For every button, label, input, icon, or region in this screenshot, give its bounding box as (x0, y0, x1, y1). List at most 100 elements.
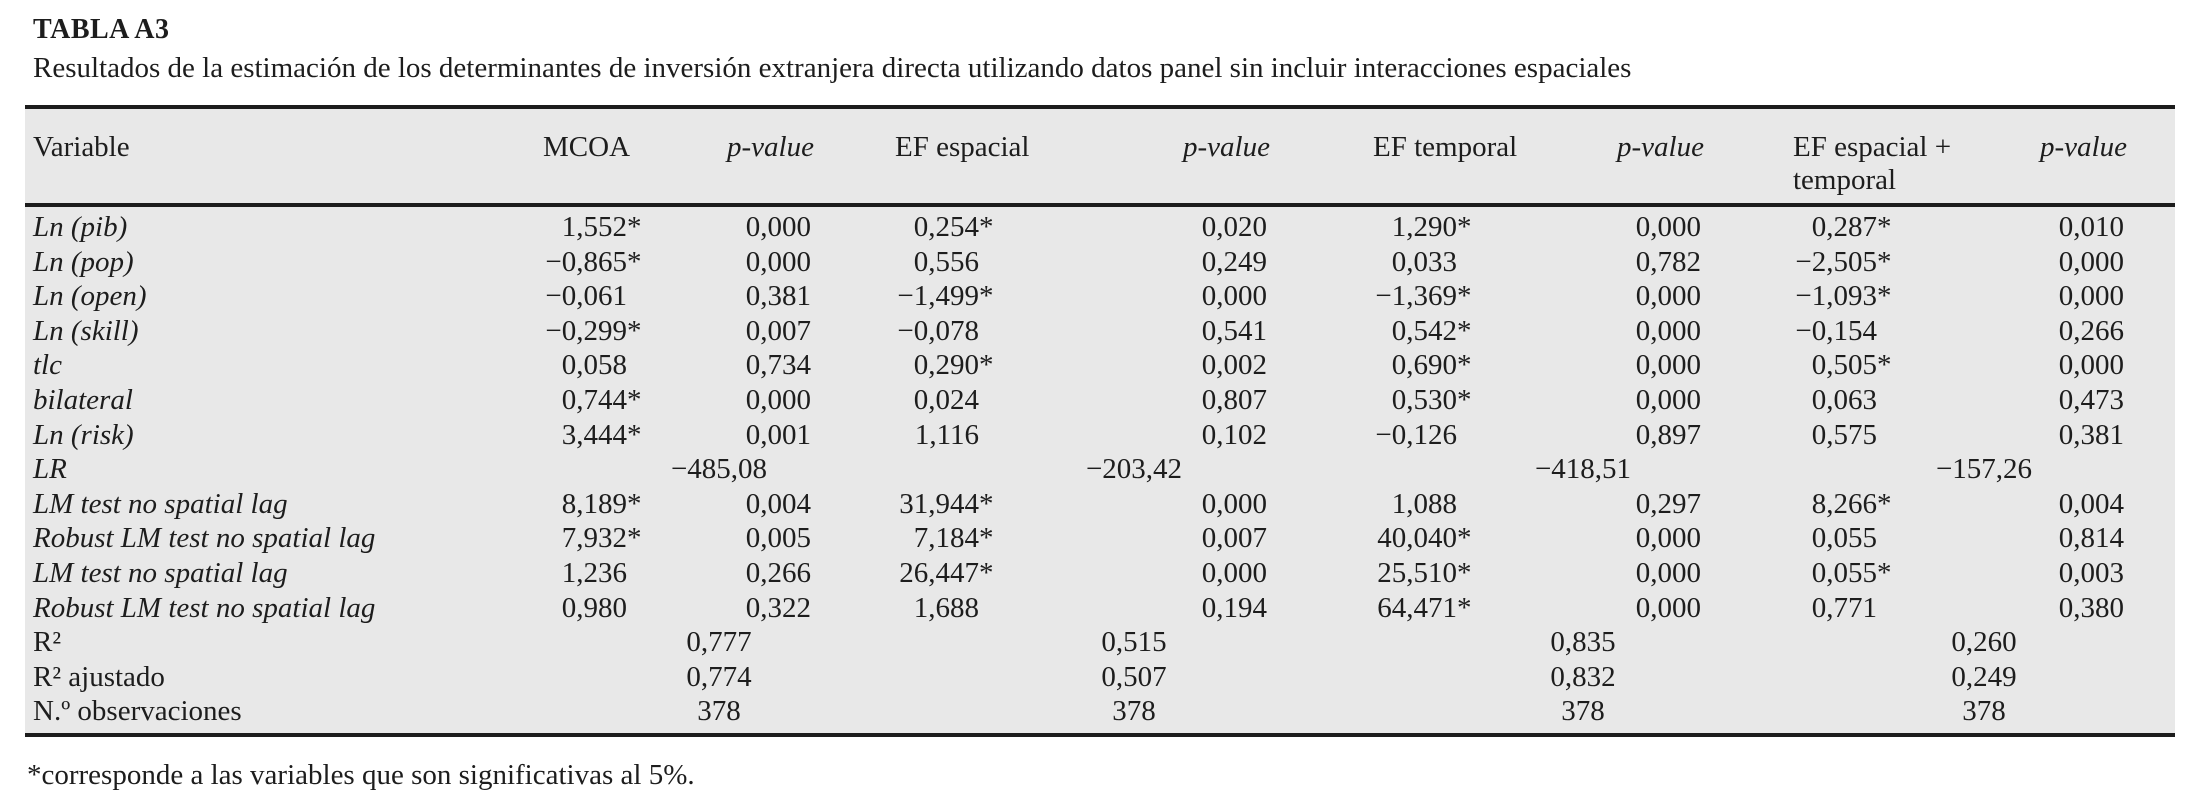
value-cell: 0,020 (1201, 211, 1267, 243)
value-cell: 64,471* (1377, 591, 1472, 624)
value-cell: 0,541 (1201, 314, 1267, 347)
value-cell: 0,055* (1811, 556, 1892, 589)
value-cell: 0,000 (1635, 591, 1701, 624)
value-cell: 0,507 (1101, 660, 1167, 693)
row-label: tlc (33, 349, 62, 382)
value-cell: 0,260 (1951, 626, 2017, 659)
value-cell: 0,287* (1811, 211, 1892, 243)
row-label: Ln (skill) (33, 314, 139, 347)
value-cell: −2,505* (1795, 245, 1892, 278)
value-cell: 25,510* (1377, 556, 1472, 589)
value-cell: 1,552* (561, 211, 642, 243)
value-cell: 378 (1112, 695, 1156, 728)
value-cell: −0,061 (545, 280, 627, 313)
column-header-p-value-3: p-value (1617, 107, 1793, 207)
value-cell: 0,297 (1635, 487, 1701, 520)
value-cell: −0,078 (897, 314, 979, 347)
value-cell: 0,807 (1201, 383, 1267, 416)
value-cell: 0,774 (686, 660, 752, 693)
value-cell: 0,000 (1635, 280, 1701, 313)
table-row: bilateral 0,744* 0,000 0,024 0,807 0,530* 0,00… (25, 383, 2175, 418)
value-cell: 0,005 (745, 522, 811, 555)
value-cell: 0,530* (1391, 383, 1472, 416)
value-cell: 0,690* (1391, 349, 1472, 382)
table-row: tlc 0,058 0,734 0,290* 0,002 0,690* 0,000 0,505… (25, 348, 2175, 383)
value-cell: 0,835 (1550, 626, 1616, 659)
value-cell: 378 (1561, 695, 1605, 728)
value-cell: 1,236 (561, 556, 627, 589)
value-cell: 0,000 (1635, 314, 1701, 347)
value-cell: 0,000 (2058, 245, 2124, 278)
value-cell: 0,290* (913, 349, 994, 382)
value-cell: 40,040* (1377, 522, 1472, 555)
value-cell: 0,542* (1391, 314, 1472, 347)
row-label: Robust LM test no spatial lag (33, 591, 376, 624)
value-cell: 0,249 (1201, 245, 1267, 278)
table-header: Variable MCOA p-value EF espacial p-valu… (25, 107, 2175, 207)
row-label: Ln (pib) (33, 211, 128, 243)
value-cell: 0,000 (745, 211, 811, 243)
table-row: Ln (open) −0,061 0,381 −1,499* 0,000 −1,369* 0… (25, 279, 2175, 314)
table-caption: Resultados de la estimación de los deter… (33, 52, 1632, 84)
value-cell: −418,51 (1534, 453, 1632, 486)
column-header-ef-espacial-temporal: EF espacial + temporal (1793, 107, 2040, 207)
value-cell: 0,980 (561, 591, 627, 624)
value-cell: 0,381 (2058, 418, 2124, 451)
row-label: Robust LM test no spatial lag (33, 522, 376, 555)
row-label: N.º observaciones (33, 695, 242, 728)
value-cell: 0,322 (745, 591, 811, 624)
table-row: Robust LM test no spatial lag 0,980 0,322 1… (25, 591, 2175, 626)
header-row: Variable MCOA p-value EF espacial p-valu… (25, 107, 2175, 207)
row-label: bilateral (33, 383, 133, 416)
value-cell: 0,832 (1550, 660, 1616, 693)
column-header-ef-temporal: EF temporal (1373, 107, 1617, 207)
row-label: LM test no spatial lag (33, 556, 288, 589)
value-cell: 0,003 (2058, 556, 2124, 589)
value-cell: 0,381 (745, 280, 811, 313)
value-cell: 0,058 (561, 349, 627, 382)
value-cell: 0,010 (2058, 211, 2124, 243)
value-cell: 0,380 (2058, 591, 2124, 624)
table-row: LM test no spatial lag 1,236 0,266 26,447* 0… (25, 556, 2175, 591)
column-header-variable: Variable (25, 107, 543, 207)
value-cell: 7,184* (913, 522, 994, 555)
table-row: Ln (skill) −0,299* 0,007 −0,078 0,541 0,542* 0… (25, 314, 2175, 349)
value-cell: 0,004 (745, 487, 811, 520)
value-cell: 0,897 (1635, 418, 1701, 451)
value-cell: −1,093* (1795, 280, 1892, 313)
table-label: TABLA A3 (33, 14, 170, 45)
value-cell: −0,154 (1795, 314, 1877, 347)
value-cell: −0,126 (1375, 418, 1457, 451)
value-cell: 1,116 (914, 418, 979, 451)
value-cell: 0,249 (1951, 660, 2017, 693)
value-cell: 0,000 (1635, 349, 1701, 382)
column-header-ef-espacial: EF espacial (895, 107, 1183, 207)
value-cell: 0,007 (1201, 522, 1267, 555)
value-cell: 0,266 (745, 556, 811, 589)
value-cell: 0,102 (1201, 418, 1267, 451)
value-cell: 0,266 (2058, 314, 2124, 347)
table-row: R² 0,777 0,515 0,835 0,260 (25, 625, 2175, 660)
table-row: LM test no spatial lag 8,189* 0,004 31,944*… (25, 487, 2175, 522)
value-cell: −0,865* (545, 245, 642, 278)
value-cell: 0,000 (1201, 280, 1267, 313)
value-cell: 0,814 (2058, 522, 2124, 555)
value-cell: 0,556 (913, 245, 979, 278)
value-cell: 0,024 (913, 383, 979, 416)
value-cell: 0,000 (1635, 556, 1701, 589)
table-row: Ln (pop) −0,865* 0,000 0,556 0,249 0,033 0,782… (25, 245, 2175, 280)
value-cell: 0,575 (1811, 418, 1877, 451)
value-cell: 0,194 (1201, 591, 1267, 624)
value-cell: 0,515 (1101, 626, 1167, 659)
value-cell: 8,189* (561, 487, 642, 520)
value-cell: 0,002 (1201, 349, 1267, 382)
value-cell: 0,004 (2058, 487, 2124, 520)
column-header-p-value-1: p-value (727, 107, 895, 207)
value-cell: −203,42 (1085, 453, 1183, 486)
value-cell: 26,447* (899, 556, 994, 589)
value-cell: 3,444* (561, 418, 642, 451)
value-cell: −1,499* (897, 280, 994, 313)
value-cell: 0,000 (1635, 383, 1701, 416)
table-row: R² ajustado 0,774 0,507 0,832 0,249 (25, 660, 2175, 695)
